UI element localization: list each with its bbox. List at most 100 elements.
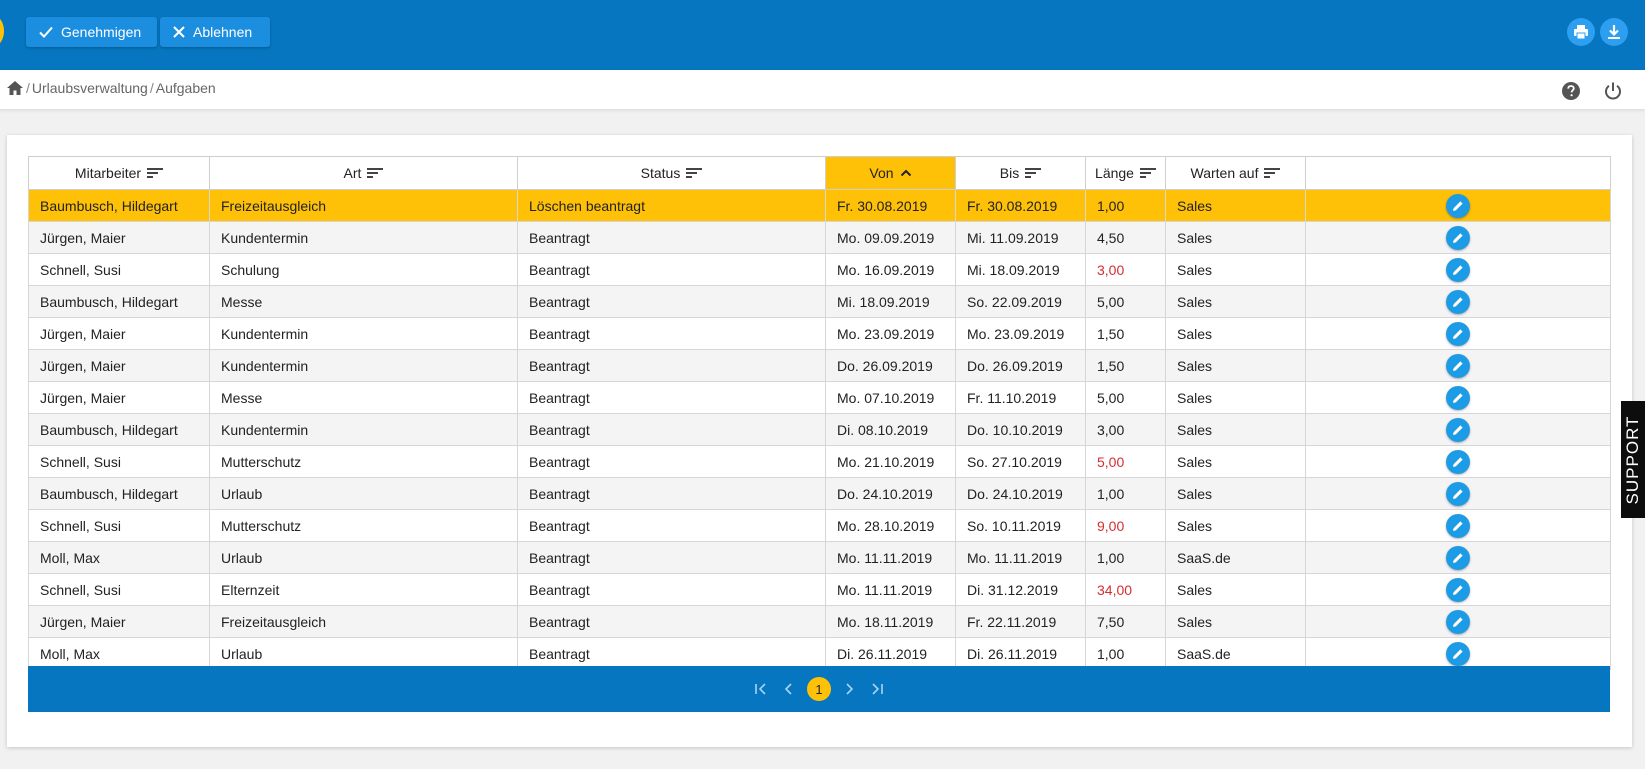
edit-button[interactable] (1446, 577, 1470, 602)
table-row[interactable]: Moll, Max Urlaub Beantragt Di. 26.11.2019 Di… (28, 637, 1611, 670)
print-button[interactable] (1567, 18, 1595, 46)
edit-button[interactable] (1446, 193, 1470, 218)
reject-button[interactable]: Ablehnen (160, 17, 270, 47)
breadcrumb-aufgaben[interactable]: Aufgaben (155, 80, 216, 96)
to-cell: Fr. 30.08.2019 (955, 189, 1086, 222)
table-row[interactable]: Jürgen, Maier Kundentermin Beantragt Mo. 23… (28, 317, 1611, 350)
to-cell: Mi. 18.09.2019 (955, 253, 1086, 286)
to-cell: Fr. 22.11.2019 (955, 605, 1086, 638)
pencil-icon (1453, 328, 1463, 339)
status-cell: Löschen beantragt (517, 189, 826, 222)
table-row[interactable]: Baumbusch, Hildegart Urlaub Beantragt Do. 2… (28, 477, 1611, 510)
edit-button[interactable] (1446, 513, 1470, 538)
from-cell: Fr. 30.08.2019 (825, 189, 956, 222)
type-cell: Freizeitausgleich (209, 189, 518, 222)
help-icon[interactable] (1561, 81, 1581, 106)
length-cell: 3,00 (1085, 253, 1166, 286)
employee-cell: Jürgen, Maier (28, 605, 210, 638)
last-page-button[interactable] (863, 675, 891, 703)
length-cell: 4,50 (1085, 221, 1166, 254)
table-row[interactable]: Schnell, Susi Schulung Beantragt Mo. 16.09.… (28, 253, 1611, 286)
home-icon[interactable] (6, 80, 24, 96)
column-header-label: Warten auf (1190, 165, 1259, 181)
menu-toggle[interactable] (0, 16, 4, 46)
actions-cell (1305, 541, 1611, 574)
pencil-icon (1453, 360, 1463, 371)
table-row[interactable]: Baumbusch, Hildegart Kundentermin Beantrag… (28, 413, 1611, 446)
edit-button[interactable] (1446, 257, 1470, 282)
approve-button[interactable]: Genehmigen (26, 17, 157, 47)
actions-cell (1305, 477, 1611, 510)
column-header-inner: Von (869, 165, 911, 181)
pencil-icon (1453, 584, 1463, 595)
edit-button[interactable] (1446, 289, 1470, 314)
length-cell: 1,50 (1085, 349, 1166, 382)
waiting-for-cell: Sales (1165, 189, 1306, 222)
next-page-button[interactable] (835, 675, 863, 703)
table-row[interactable]: Jürgen, Maier Kundentermin Beantragt Mo. 09… (28, 221, 1611, 254)
column-header-bis[interactable]: Bis (955, 156, 1086, 190)
breadcrumb-urlaubsverwaltung[interactable]: Urlaubsverwaltung (31, 80, 148, 96)
type-cell: Kundentermin (209, 221, 518, 254)
column-header-status[interactable]: Status (517, 156, 826, 190)
actions-cell (1305, 509, 1611, 542)
table-row[interactable]: Schnell, Susi Mutterschutz Beantragt Mo. 21… (28, 445, 1611, 478)
table-header-row: Mitarbeiter Art Status Von Bis Länge Warten au… (28, 156, 1611, 190)
column-header-länge[interactable]: Länge (1085, 156, 1166, 190)
edit-button[interactable] (1446, 545, 1470, 570)
status-cell: Beantragt (517, 605, 826, 638)
waiting-for-cell: Sales (1165, 573, 1306, 606)
from-cell: Di. 08.10.2019 (825, 413, 956, 446)
table-row[interactable]: Baumbusch, Hildegart Messe Beantragt Mi. 18… (28, 285, 1611, 318)
table-row[interactable]: Schnell, Susi Elternzeit Beantragt Mo. 11.1… (28, 573, 1611, 606)
column-header-warten-auf[interactable]: Warten auf (1165, 156, 1306, 190)
edit-button[interactable] (1446, 225, 1470, 250)
table-row[interactable]: Jürgen, Maier Messe Beantragt Mo. 07.10.201… (28, 381, 1611, 414)
from-cell: Mo. 18.11.2019 (825, 605, 956, 638)
support-tab[interactable]: SUPPORT (1621, 401, 1645, 518)
actions-cell (1305, 381, 1611, 414)
to-cell: Do. 26.09.2019 (955, 349, 1086, 382)
type-cell: Mutterschutz (209, 445, 518, 478)
edit-button[interactable] (1446, 321, 1470, 346)
power-icon[interactable] (1603, 81, 1623, 106)
column-header-von[interactable]: Von (825, 156, 956, 190)
table-row[interactable]: Baumbusch, Hildegart Freizeitausgleich Lös… (28, 189, 1611, 222)
previous-page-button[interactable] (775, 675, 803, 703)
pencil-icon (1453, 200, 1463, 211)
type-cell: Messe (209, 381, 518, 414)
table-row[interactable]: Moll, Max Urlaub Beantragt Mo. 11.11.2019 Mo… (28, 541, 1611, 574)
table-row[interactable]: Schnell, Susi Mutterschutz Beantragt Mo. 28… (28, 509, 1611, 542)
current-page[interactable]: 1 (807, 677, 831, 701)
edit-button[interactable] (1446, 481, 1470, 506)
type-cell: Kundentermin (209, 317, 518, 350)
actions-cell (1305, 605, 1611, 638)
edit-button[interactable] (1446, 609, 1470, 634)
approve-label: Genehmigen (61, 24, 142, 40)
pencil-icon (1453, 264, 1463, 275)
to-cell: Mo. 11.11.2019 (955, 541, 1086, 574)
download-button[interactable] (1600, 18, 1628, 46)
from-cell: Mo. 28.10.2019 (825, 509, 956, 542)
pencil-icon (1453, 392, 1463, 403)
table-row[interactable]: Jürgen, Maier Freizeitausgleich Beantragt M… (28, 605, 1611, 638)
status-cell: Beantragt (517, 381, 826, 414)
edit-button[interactable] (1446, 353, 1470, 378)
column-header-mitarbeiter[interactable]: Mitarbeiter (28, 156, 210, 190)
edit-button[interactable] (1446, 641, 1470, 666)
edit-button[interactable] (1446, 417, 1470, 442)
type-cell: Urlaub (209, 477, 518, 510)
breadcrumb-bar: / Urlaubsverwaltung / Aufgaben (0, 70, 1645, 110)
length-cell: 1,00 (1085, 637, 1166, 670)
table-row[interactable]: Jürgen, Maier Kundentermin Beantragt Do. 26… (28, 349, 1611, 382)
status-cell: Beantragt (517, 413, 826, 446)
column-header-art[interactable]: Art (209, 156, 518, 190)
edit-button[interactable] (1446, 385, 1470, 410)
sort-icon (1264, 168, 1281, 178)
length-cell: 5,00 (1085, 381, 1166, 414)
length-cell: 5,00 (1085, 285, 1166, 318)
first-page-button[interactable] (747, 675, 775, 703)
length-cell: 1,00 (1085, 189, 1166, 222)
edit-button[interactable] (1446, 449, 1470, 474)
actions-cell (1305, 253, 1611, 286)
